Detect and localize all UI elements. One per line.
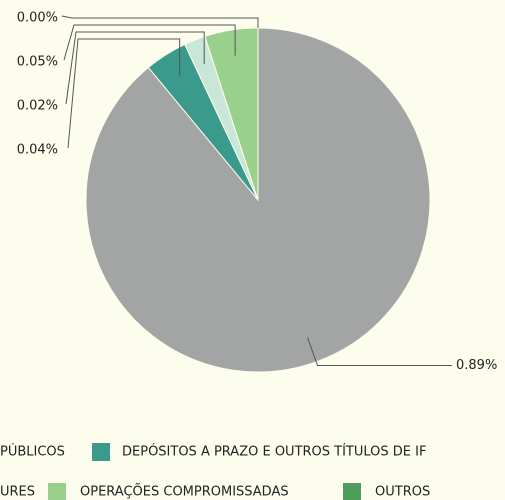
legend-swatch — [48, 483, 66, 500]
leader-line — [67, 38, 181, 149]
leader-line — [63, 24, 236, 61]
data-label: 0.04% — [17, 143, 58, 158]
legend-swatch — [343, 483, 361, 500]
legend-label: OUTROS — [375, 485, 430, 500]
pie — [85, 27, 431, 373]
data-label: 0.02% — [17, 99, 58, 114]
legend-label: PÚBLICOS — [0, 444, 65, 460]
legend: PÚBLICOS DEPÓSITOS A PRAZO E OUTROS TÍTUL… — [0, 443, 430, 500]
leader-line — [65, 31, 205, 105]
legend-swatch — [92, 443, 110, 461]
legend-label: DEPÓSITOS A PRAZO E OUTROS TÍTULOS DE IF — [122, 444, 426, 460]
data-label: 0.05% — [17, 55, 58, 70]
legend-label: URES — [0, 485, 35, 500]
legend-label: OPERAÇÕES COMPROMISSADAS — [80, 484, 289, 500]
labels: 0.89% 0.00% 0.05% 0.02% 0.04% — [17, 11, 498, 374]
data-label: 0.89% — [456, 358, 497, 373]
leader-line — [61, 15, 259, 28]
leader-line — [307, 337, 452, 367]
data-label: 0.00% — [17, 11, 58, 26]
